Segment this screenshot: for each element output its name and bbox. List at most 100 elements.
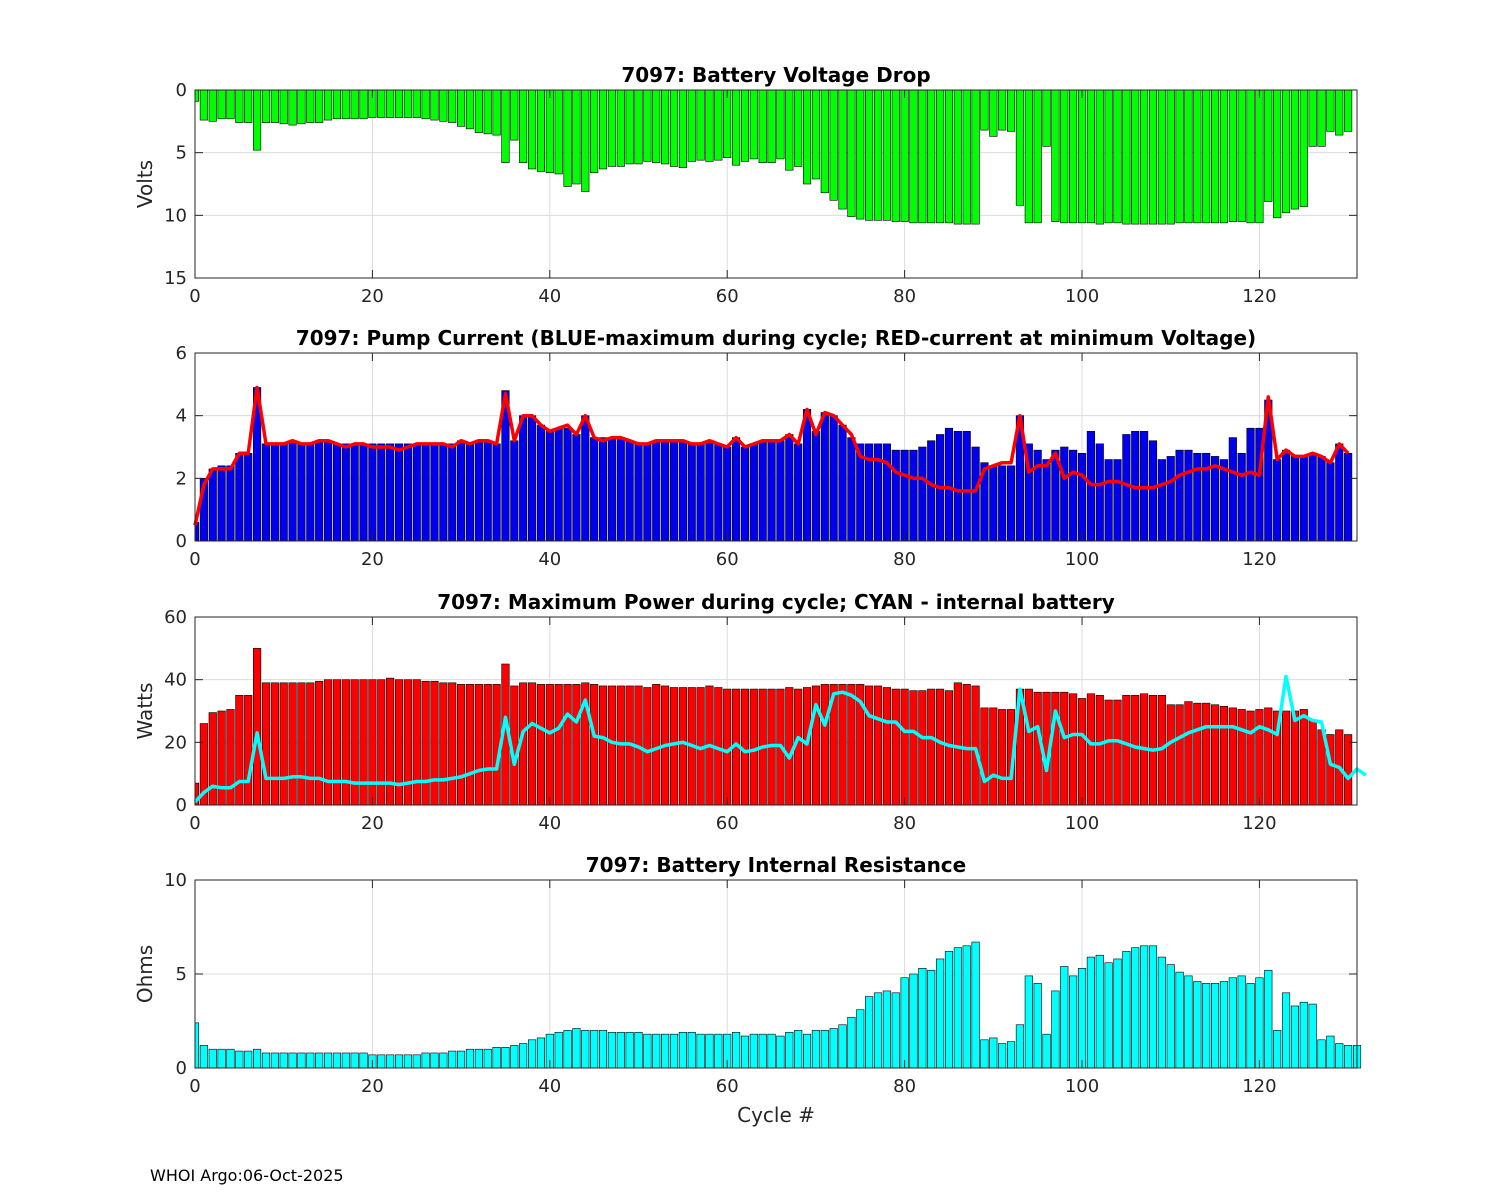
bar xyxy=(998,89,1007,131)
bar xyxy=(1033,449,1042,542)
bar xyxy=(536,424,546,542)
bar xyxy=(350,443,359,542)
bar xyxy=(1193,452,1202,542)
bar xyxy=(315,89,324,123)
bar xyxy=(386,89,395,118)
bar xyxy=(927,89,936,224)
bar xyxy=(1042,1033,1051,1069)
bar xyxy=(306,443,315,542)
bar xyxy=(1184,701,1193,806)
bar xyxy=(989,465,998,542)
bar xyxy=(882,89,891,221)
bar xyxy=(448,682,457,806)
bar xyxy=(1166,704,1175,806)
bar xyxy=(1131,89,1140,225)
bar xyxy=(820,684,829,806)
bar xyxy=(244,452,253,542)
bar xyxy=(270,89,279,123)
bar xyxy=(616,437,625,542)
bar xyxy=(1255,709,1264,806)
bar xyxy=(1219,89,1229,224)
bar xyxy=(1104,459,1113,542)
bar xyxy=(643,443,652,542)
bar xyxy=(1290,456,1299,542)
bar xyxy=(1060,89,1069,224)
bar xyxy=(838,424,847,542)
bar xyxy=(652,440,661,542)
bar xyxy=(1299,89,1308,207)
bar xyxy=(536,89,546,172)
x-tick-label: 60 xyxy=(716,286,739,307)
x-tick-label: 100 xyxy=(1065,286,1099,307)
bar xyxy=(811,431,820,542)
bar xyxy=(208,468,217,542)
bar xyxy=(261,682,271,806)
bar xyxy=(1140,89,1149,225)
bar xyxy=(1077,452,1087,542)
x-tick-label: 20 xyxy=(361,286,384,307)
bar xyxy=(261,1052,271,1069)
bar xyxy=(918,89,927,224)
bar xyxy=(341,89,350,120)
bar xyxy=(909,973,918,1069)
chart-title: 7097: Battery Voltage Drop xyxy=(621,63,930,87)
bar xyxy=(723,688,732,806)
bar xyxy=(403,443,412,542)
bar xyxy=(767,1033,776,1069)
bar xyxy=(714,89,723,161)
bar xyxy=(483,440,492,542)
series-line xyxy=(193,674,1367,804)
bar xyxy=(767,89,776,163)
x-tick-label: 120 xyxy=(1242,1076,1276,1097)
y-tick-label: 10 xyxy=(164,205,187,226)
bar xyxy=(217,89,226,120)
bar xyxy=(1211,704,1220,806)
bar xyxy=(1157,89,1166,225)
bar xyxy=(261,89,271,123)
bar xyxy=(1033,983,1042,1069)
bar xyxy=(909,449,918,542)
bar xyxy=(598,437,608,542)
bar xyxy=(288,89,297,126)
bar xyxy=(705,1033,714,1069)
bar xyxy=(1060,691,1069,806)
bar xyxy=(439,89,448,122)
bar xyxy=(439,682,448,806)
bar xyxy=(199,1045,208,1069)
y-tick-label: 5 xyxy=(176,964,187,985)
bar xyxy=(1175,704,1184,806)
bar xyxy=(1095,695,1104,806)
bar xyxy=(1006,465,1016,542)
bar xyxy=(306,1052,315,1069)
bar xyxy=(386,1054,395,1069)
bar xyxy=(1015,1024,1025,1069)
bar xyxy=(669,89,679,167)
bar xyxy=(421,680,430,806)
x-tick-label: 100 xyxy=(1065,813,1099,834)
y-tick-label: 60 xyxy=(164,607,187,628)
y-axis-label: Ohms xyxy=(133,945,157,1003)
bar xyxy=(359,443,368,542)
bar xyxy=(1219,981,1229,1069)
bar xyxy=(953,431,962,542)
bar xyxy=(652,89,661,163)
bar xyxy=(1273,1030,1282,1069)
bar xyxy=(953,947,962,1069)
bar xyxy=(669,687,679,806)
bar xyxy=(794,1030,803,1069)
bar xyxy=(723,89,732,158)
bar xyxy=(1069,693,1078,806)
bar xyxy=(288,440,297,542)
bar xyxy=(1281,992,1291,1069)
bar xyxy=(1086,956,1095,1069)
bar xyxy=(918,446,927,542)
bar xyxy=(732,1031,741,1069)
bar xyxy=(1104,89,1113,224)
bar xyxy=(1024,89,1033,224)
bar xyxy=(465,684,475,806)
bar xyxy=(971,446,980,542)
bar xyxy=(785,89,794,171)
bar xyxy=(581,89,590,192)
bar xyxy=(1281,449,1291,542)
bar xyxy=(457,89,466,127)
